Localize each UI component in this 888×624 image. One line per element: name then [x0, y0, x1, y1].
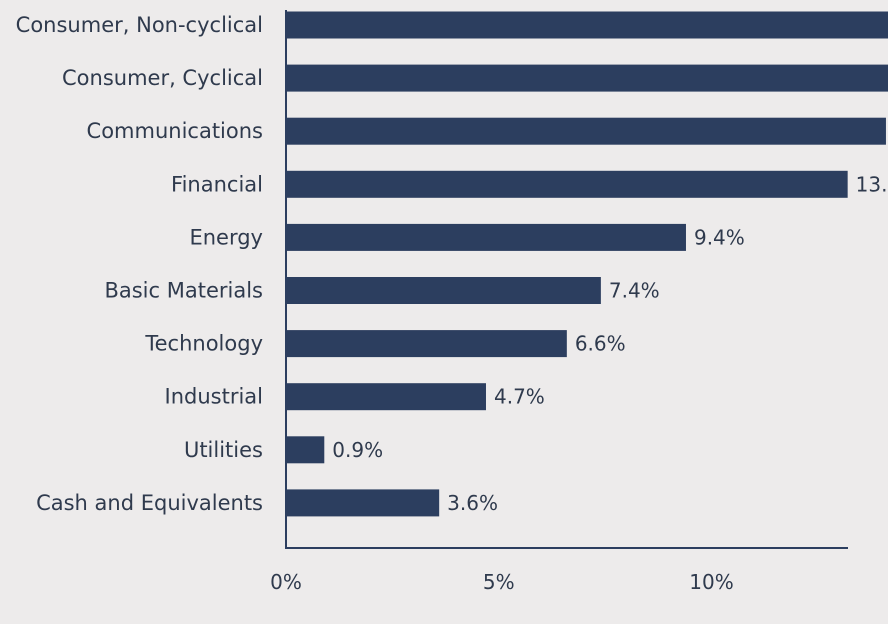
bar-industrial	[286, 383, 486, 411]
x-tick-labels-group: 0%5%10%15%20%25%	[270, 570, 734, 594]
category-label-basic-materials: Basic Materials	[104, 279, 263, 303]
value-label-industrial: 4.7%	[494, 385, 545, 409]
value-labels-group: 23.2%17.0%14.1%13.2%9.4%7.4%6.6%4.7%0.9%…	[332, 172, 888, 515]
value-label-financial: 13.2%	[856, 172, 888, 196]
category-label-consumer-non-cyclical: Consumer, Non-cyclical	[16, 13, 263, 37]
category-label-cash-and-equivalents: Cash and Equivalents	[36, 491, 263, 515]
value-label-utilities: 0.9%	[332, 438, 383, 462]
value-label-energy: 9.4%	[694, 225, 745, 249]
value-label-cash-and-equivalents: 3.6%	[447, 491, 498, 515]
category-label-communications: Communications	[87, 119, 263, 143]
bar-consumer-cyclical	[286, 64, 888, 92]
bar-communications	[286, 117, 886, 145]
x-tick-label-0: 0%	[270, 570, 302, 594]
bar-energy	[286, 223, 686, 251]
category-label-energy: Energy	[189, 225, 263, 249]
bar-utilities	[286, 436, 325, 464]
bars-group	[286, 11, 888, 517]
bar-cash-and-equivalents	[286, 489, 440, 517]
category-labels-group: Consumer, Non-cyclical Consumer, Cyclical…	[16, 13, 263, 515]
category-label-technology: Technology	[144, 332, 263, 356]
category-label-consumer-cyclical: Consumer, Cyclical	[62, 66, 263, 90]
bar-basic-materials	[286, 277, 601, 304]
bar-financial	[286, 170, 848, 198]
category-label-utilities: Utilities	[184, 438, 263, 462]
x-tick-label-5: 5%	[483, 570, 515, 594]
bar-consumer-non-cyclical	[286, 11, 888, 39]
value-label-basic-materials: 7.4%	[609, 279, 660, 303]
x-tick-label-10: 10%	[689, 570, 733, 594]
bar-technology	[286, 330, 567, 358]
category-label-industrial: Industrial	[165, 385, 264, 409]
value-label-technology: 6.6%	[575, 332, 626, 356]
category-label-financial: Financial	[171, 172, 263, 196]
